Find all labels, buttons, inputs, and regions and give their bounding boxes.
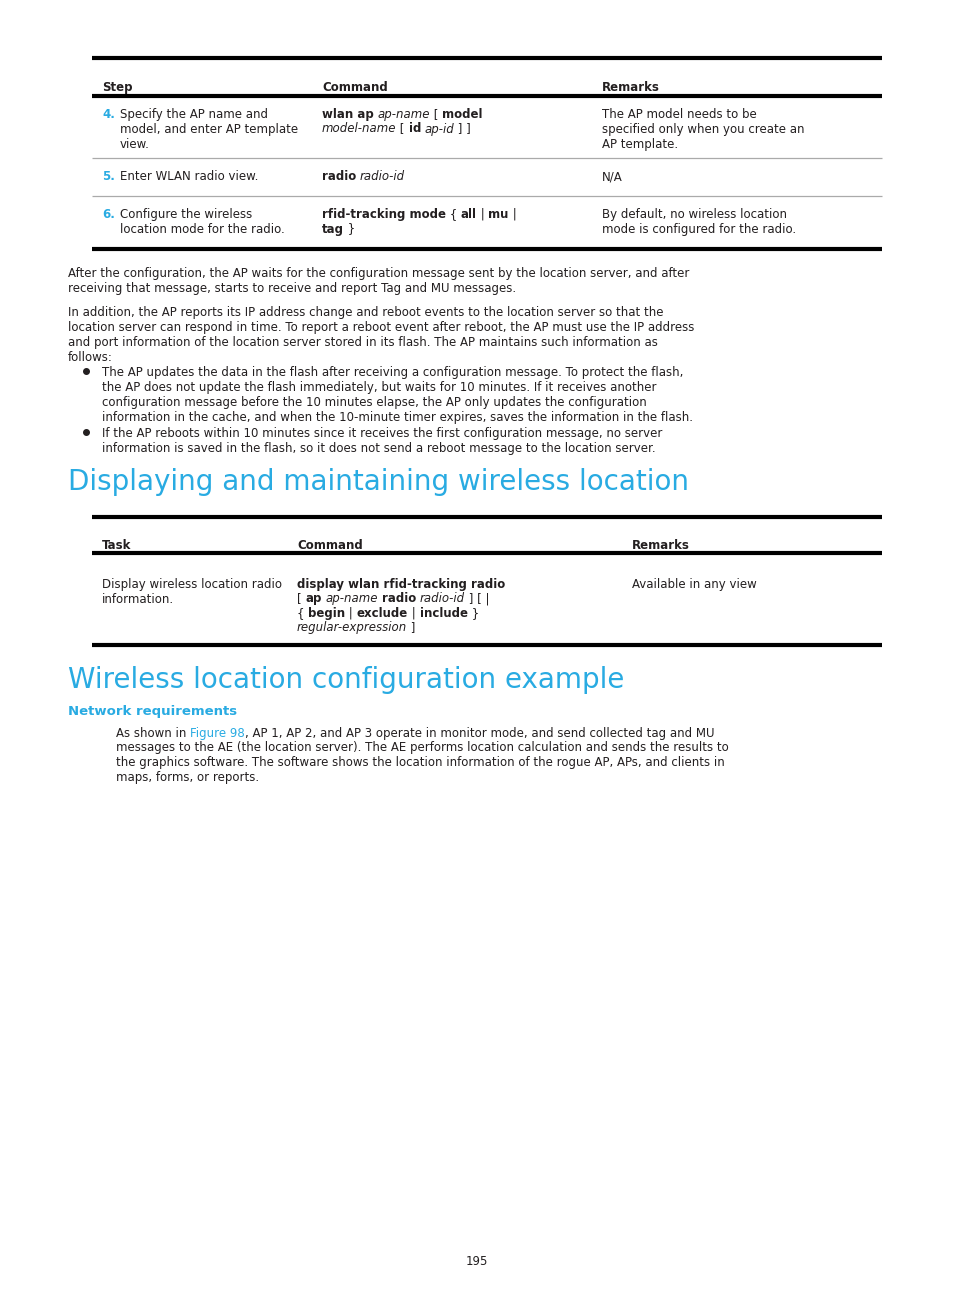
Text: By default, no wireless location
mode is configured for the radio.: By default, no wireless location mode is… <box>601 207 796 236</box>
Text: ap-name: ap-name <box>377 108 430 121</box>
Text: ]: ] <box>407 622 416 635</box>
Text: Command: Command <box>322 80 387 95</box>
Text: 195: 195 <box>465 1255 488 1267</box>
Text: id: id <box>408 123 420 136</box>
Text: radio-id: radio-id <box>419 592 464 605</box>
Text: Configure the wireless
location mode for the radio.: Configure the wireless location mode for… <box>120 207 284 236</box>
Text: mu: mu <box>488 207 508 222</box>
Text: [: [ <box>396 123 408 136</box>
Text: ] ]: ] ] <box>454 123 471 136</box>
Text: all: all <box>460 207 476 222</box>
Text: Command: Command <box>296 539 362 552</box>
Text: , AP 1, AP 2, and AP 3 operate in monitor mode, and send collected tag and MU: , AP 1, AP 2, and AP 3 operate in monito… <box>245 727 714 740</box>
Text: begin: begin <box>308 607 345 619</box>
Text: ap: ap <box>305 592 321 605</box>
Text: include: include <box>419 607 467 619</box>
Text: Enter WLAN radio view.: Enter WLAN radio view. <box>120 170 258 183</box>
Text: ] [ |: ] [ | <box>464 592 489 605</box>
Text: ap-name: ap-name <box>325 592 377 605</box>
Text: [: [ <box>430 108 441 121</box>
Text: regular-expression: regular-expression <box>296 622 407 635</box>
Text: model-name: model-name <box>322 123 396 136</box>
Text: After the configuration, the AP waits for the configuration message sent by the : After the configuration, the AP waits fo… <box>68 267 689 295</box>
Text: Remarks: Remarks <box>631 539 689 552</box>
Text: |: | <box>345 607 356 619</box>
Text: As shown in: As shown in <box>116 727 190 740</box>
Text: Figure 98: Figure 98 <box>190 727 245 740</box>
Text: Remarks: Remarks <box>601 80 659 95</box>
Text: Network requirements: Network requirements <box>68 705 237 718</box>
Text: {: { <box>446 207 460 222</box>
Text: }: } <box>467 607 478 619</box>
Text: radio-id: radio-id <box>359 170 405 183</box>
Text: N/A: N/A <box>601 170 622 183</box>
Text: radio: radio <box>381 592 416 605</box>
Text: Available in any view: Available in any view <box>631 578 756 591</box>
Text: |: | <box>508 207 517 222</box>
Text: ap-id: ap-id <box>424 123 454 136</box>
Text: 4.: 4. <box>102 108 114 121</box>
Text: Wireless location configuration example: Wireless location configuration example <box>68 666 623 693</box>
Text: exclude: exclude <box>356 607 408 619</box>
Text: messages to the AE (the location server). The AE performs location calculation a: messages to the AE (the location server)… <box>116 741 728 784</box>
Text: {: { <box>296 607 308 619</box>
Text: Step: Step <box>102 80 132 95</box>
Text: Specify the AP name and
model, and enter AP template
view.: Specify the AP name and model, and enter… <box>120 108 297 152</box>
Text: Displaying and maintaining wireless location: Displaying and maintaining wireless loca… <box>68 468 688 496</box>
Text: 6.: 6. <box>102 207 114 222</box>
Text: [: [ <box>296 592 305 605</box>
Text: model: model <box>441 108 482 121</box>
Text: 5.: 5. <box>102 170 114 183</box>
Text: In addition, the AP reports its IP address change and reboot events to the locat: In addition, the AP reports its IP addre… <box>68 306 694 364</box>
Text: rfid-tracking mode: rfid-tracking mode <box>322 207 446 222</box>
Text: Display wireless location radio
information.: Display wireless location radio informat… <box>102 578 282 607</box>
Text: Task: Task <box>102 539 132 552</box>
Text: tag: tag <box>322 223 344 236</box>
Text: radio: radio <box>322 170 355 183</box>
Text: If the AP reboots within 10 minutes since it receives the first configuration me: If the AP reboots within 10 minutes sinc… <box>102 426 661 455</box>
Text: |: | <box>476 207 488 222</box>
Text: The AP updates the data in the flash after receiving a configuration message. To: The AP updates the data in the flash aft… <box>102 365 692 424</box>
Text: }: } <box>344 223 355 236</box>
Text: The AP model needs to be
specified only when you create an
AP template.: The AP model needs to be specified only … <box>601 108 803 152</box>
Text: wlan ap: wlan ap <box>322 108 374 121</box>
Text: |: | <box>408 607 419 619</box>
Text: display wlan rfid-tracking radio: display wlan rfid-tracking radio <box>296 578 505 591</box>
